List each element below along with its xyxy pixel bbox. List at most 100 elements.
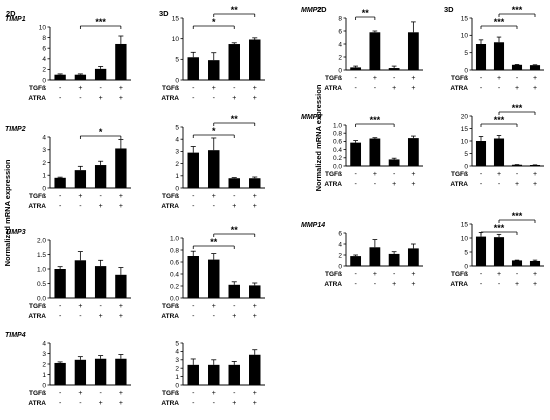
condition-sign: -: [516, 171, 519, 178]
condition-label: TGFß: [325, 171, 342, 178]
condition-label: TGFß: [162, 390, 179, 397]
significance-label: ***: [95, 17, 106, 27]
condition-sign: -: [192, 203, 195, 210]
condition-sign: -: [192, 313, 195, 320]
significance-label: ***: [494, 17, 505, 27]
condition-sign: -: [213, 313, 216, 320]
y-axis-label-left: Normalized mRNA expression: [3, 159, 12, 266]
y-tick-label: 0.6: [170, 259, 179, 266]
bar: [388, 159, 400, 166]
y-tick-label: 4: [42, 134, 46, 141]
significance-label: ***: [512, 211, 523, 221]
condition-sign: -: [354, 181, 357, 188]
condition-sign: +: [212, 303, 216, 310]
y-tick-label: 1.0: [170, 235, 179, 242]
condition-sign: +: [99, 400, 103, 407]
condition-sign: -: [79, 95, 82, 102]
y-tick-label: 0: [338, 263, 342, 270]
condition-label: ATRA: [450, 281, 468, 288]
condition-sign: -: [374, 181, 377, 188]
significance-label: *: [99, 127, 103, 137]
condition-sign: -: [498, 85, 501, 92]
y-tick-label: 0: [175, 77, 179, 84]
condition-sign: -: [192, 390, 195, 397]
significance-label: **: [210, 237, 218, 247]
condition-label: TGFß: [29, 193, 46, 200]
bar: [388, 68, 400, 70]
condition-sign: +: [78, 193, 82, 200]
y-tick-label: 0: [464, 163, 468, 170]
bar: [407, 138, 419, 166]
chart-title: MMP2: [301, 7, 321, 14]
chart-panel-7: 012 34 5 TGFß - + - + ATRA - - + +: [161, 340, 265, 407]
y-tick-label: 5: [464, 50, 468, 57]
condition-sign: -: [354, 271, 357, 278]
chart-mmp2: 0 2 4 6 8 MMP2 ** TGFß - + - + ATRA - - + +: [301, 7, 423, 92]
condition-sign: -: [480, 271, 483, 278]
y-tick-label: 4: [175, 349, 179, 356]
y-tick-label: 0.6: [333, 139, 342, 146]
condition-sign: +: [497, 75, 501, 82]
condition-label: ATRA: [450, 85, 468, 92]
y-tick-label: 0.0: [333, 163, 342, 170]
y-tick-label: 5: [175, 57, 179, 64]
condition-label: ATRA: [450, 181, 468, 188]
bar: [74, 359, 87, 385]
significance-label: *: [212, 17, 216, 27]
condition-sign: +: [119, 313, 123, 320]
chart-mmp14: 0 2 4 6 MMP14 TGFß - + - + ATRA - - + +: [301, 222, 423, 288]
y-tick-label: 2: [175, 366, 179, 373]
y-tick-label: 2: [42, 67, 46, 74]
condition-sign: +: [411, 281, 415, 288]
y-tick-label: 10: [39, 24, 47, 31]
condition-sign: +: [99, 95, 103, 102]
y-tick-label: 1: [175, 173, 179, 180]
condition-sign: -: [393, 171, 396, 178]
condition-sign: -: [59, 203, 62, 210]
condition-sign: +: [411, 271, 415, 278]
condition-sign: -: [79, 313, 82, 320]
y-tick-label: 20: [461, 113, 469, 120]
y-tick-label: 1: [42, 173, 46, 180]
condition-sign: -: [233, 390, 236, 397]
bar: [54, 74, 66, 80]
condition-sign: +: [533, 281, 537, 288]
condition-sign: +: [212, 85, 216, 92]
chart-title: TIMP1: [5, 16, 26, 23]
bar: [369, 247, 381, 266]
condition-sign: -: [99, 303, 102, 310]
bar: [187, 256, 199, 298]
bar: [511, 164, 523, 166]
bar: [475, 141, 487, 166]
bar: [350, 142, 362, 166]
y-tick-label: 0.4: [170, 271, 179, 278]
condition-label: ATRA: [28, 313, 46, 320]
significance-label: ***: [512, 5, 523, 15]
bar: [369, 32, 381, 70]
condition-sign: -: [233, 193, 236, 200]
chart-mmp9: 0.00.20.40.60.8 1.0 MMP9 *** TGFß - + - + ATRA - - +…: [301, 114, 423, 188]
condition-label: TGFß: [29, 85, 46, 92]
condition-label: TGFß: [29, 303, 46, 310]
condition-sign: +: [411, 85, 415, 92]
condition-sign: +: [119, 193, 123, 200]
condition-sign: +: [533, 75, 537, 82]
condition-sign: +: [119, 203, 123, 210]
y-tick-label: 0: [464, 263, 468, 270]
significance-label: ***: [512, 103, 523, 113]
condition-sign: +: [373, 171, 377, 178]
y-tick-label: 0.8: [170, 247, 179, 254]
bar: [475, 44, 487, 70]
y-tick-label: 2.0: [37, 237, 46, 244]
bar: [187, 152, 199, 188]
bar: [249, 178, 261, 188]
condition-sign: -: [354, 85, 357, 92]
y-tick-label: 10: [461, 138, 469, 145]
bar: [493, 138, 505, 166]
significance-label: **: [231, 5, 239, 15]
condition-sign: +: [533, 171, 537, 178]
chart-title: MMP9: [301, 114, 321, 121]
condition-sign: +: [533, 181, 537, 188]
